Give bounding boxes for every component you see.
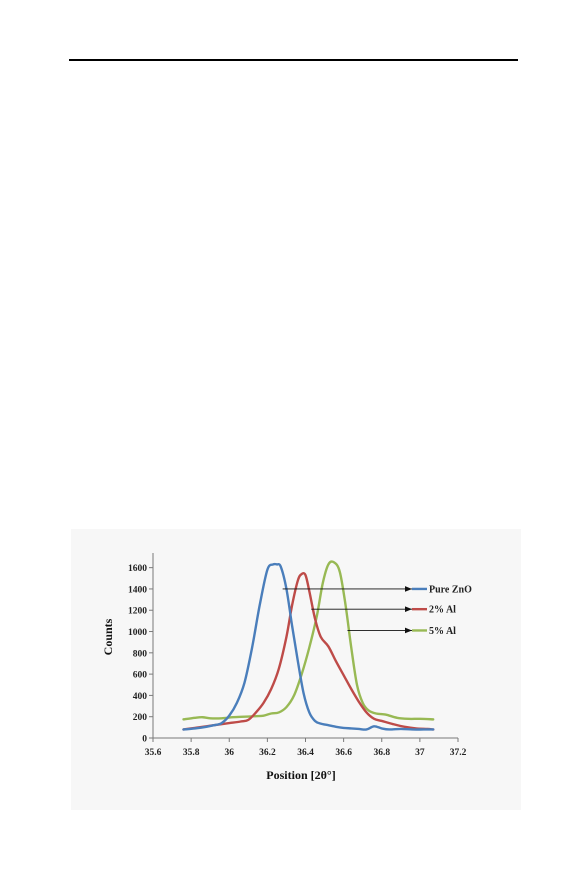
header-rule <box>69 59 518 61</box>
chart-panel: 0 200 400 600 800 1000 1200 1400 1600 35.6 35.8 36 3… <box>71 529 521 810</box>
y-tick-label: 400 <box>133 692 148 702</box>
y-tick-label: 1000 <box>128 628 147 638</box>
legend-label: 5% Al <box>429 626 456 637</box>
x-tick-label: 35.8 <box>183 748 200 758</box>
y-tick-label: 200 <box>133 713 148 723</box>
legend-arrow-head <box>405 586 412 592</box>
y-tick-label: 1400 <box>128 585 147 595</box>
legend-arrow-head <box>405 606 412 612</box>
x-tick-label: 37 <box>415 748 425 758</box>
x-tick-label: 36.6 <box>335 748 352 758</box>
x-tick-label: 36 <box>225 748 235 758</box>
legend-arrows <box>282 586 412 634</box>
series-line-5pct-al <box>182 560 435 721</box>
y-tick-label: 1600 <box>128 564 147 574</box>
xrd-line-chart: 0 200 400 600 800 1000 1200 1400 1600 35.6 35.8 36 3… <box>101 553 472 782</box>
x-axis-title: Position [2θ°] <box>266 768 335 782</box>
x-tick-label: 37.2 <box>450 748 467 758</box>
y-axis-title: Counts <box>101 618 115 655</box>
y-tick-label: 1200 <box>128 607 147 617</box>
y-tick-label: 0 <box>142 735 147 745</box>
legend-arrow-head <box>405 627 412 634</box>
series-line-pure-zno <box>182 562 435 731</box>
x-tick-label: 36.8 <box>373 748 390 758</box>
y-tick-label: 600 <box>133 671 148 681</box>
y-tick-label: 800 <box>133 649 148 659</box>
series-lines <box>182 560 435 731</box>
axes: 0 200 400 600 800 1000 1200 1400 1600 35.6 35.8 36 3… <box>128 553 467 758</box>
legend-label: Pure ZnO <box>429 584 472 595</box>
legend-label: 2% Al <box>429 605 456 616</box>
legend: Pure ZnO 2% Al 5% Al <box>412 584 472 637</box>
x-tick-label: 35.6 <box>145 748 162 758</box>
x-tick-label: 36.2 <box>259 748 276 758</box>
series-line-2pct-al <box>182 571 435 731</box>
x-tick-label: 36.4 <box>297 748 314 758</box>
